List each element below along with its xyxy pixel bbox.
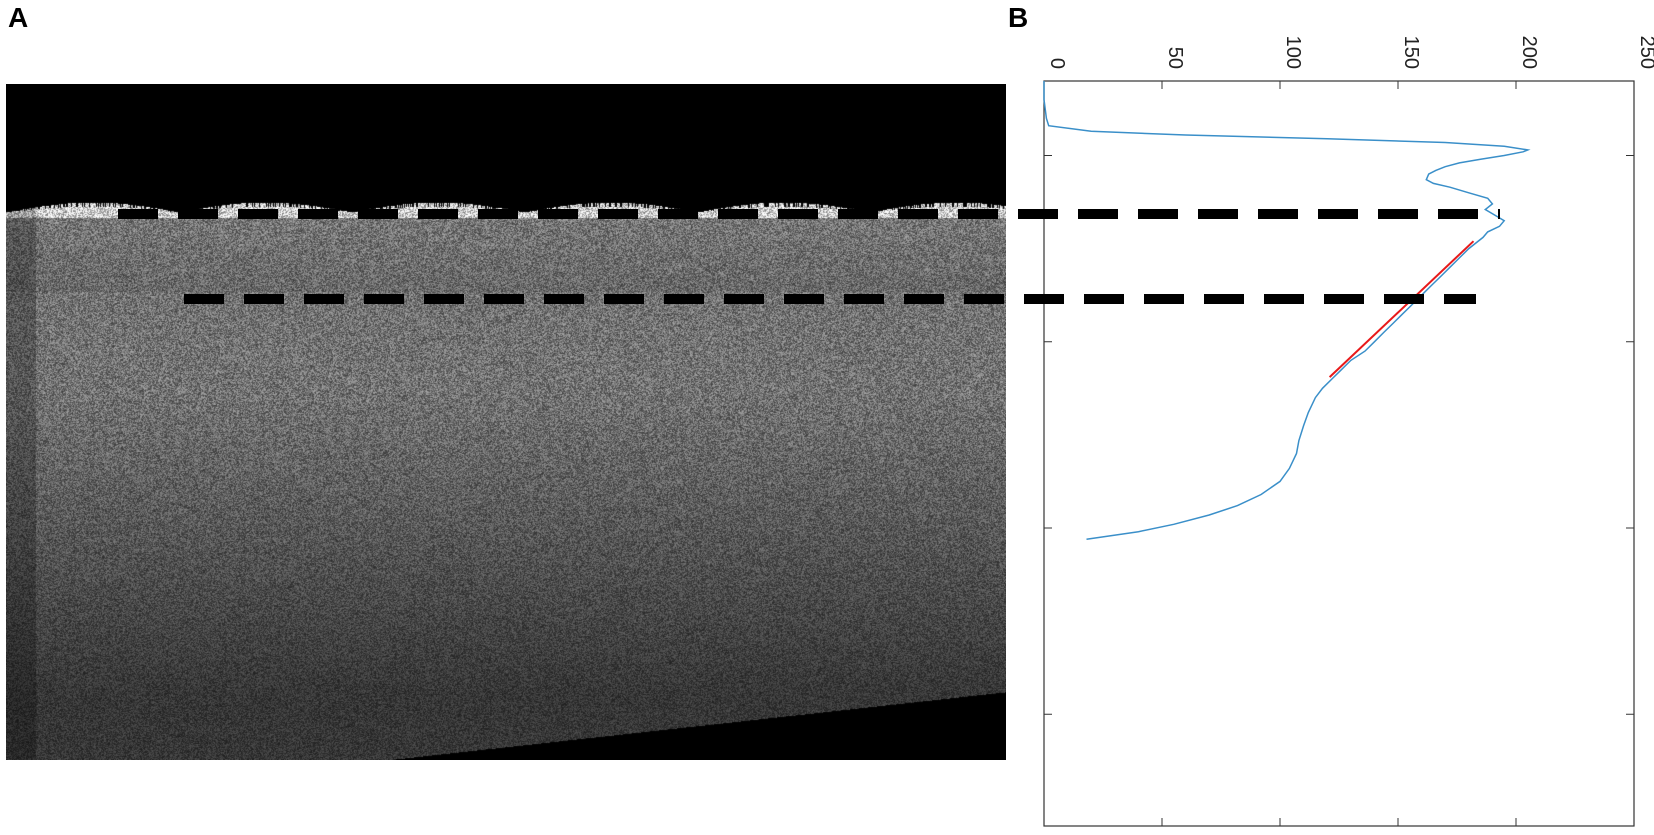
chart-series <box>1043 81 1531 540</box>
x-tick-label: 0 <box>1046 58 1068 69</box>
panel-a-label: A <box>8 2 29 33</box>
x-tick-label: 50 <box>1164 47 1186 69</box>
x-tick-label: 150 <box>1400 36 1422 69</box>
linear-fit-line <box>1328 240 1475 378</box>
plot-frame <box>1043 80 1635 827</box>
intensity-profile-chart: 0 50 100 150 200 250 <box>1043 36 1654 827</box>
oct-scan-image <box>6 84 1006 760</box>
chart-axes <box>1043 80 1635 827</box>
panel-b-label: B <box>1008 2 1029 33</box>
x-tick-label: 250 <box>1636 36 1654 69</box>
intensity-profile-line <box>1043 81 1531 540</box>
x-tick-label: 100 <box>1282 36 1304 69</box>
x-tick-label: 200 <box>1518 36 1540 69</box>
chart-ticks: 0 50 100 150 200 250 <box>1043 36 1654 826</box>
